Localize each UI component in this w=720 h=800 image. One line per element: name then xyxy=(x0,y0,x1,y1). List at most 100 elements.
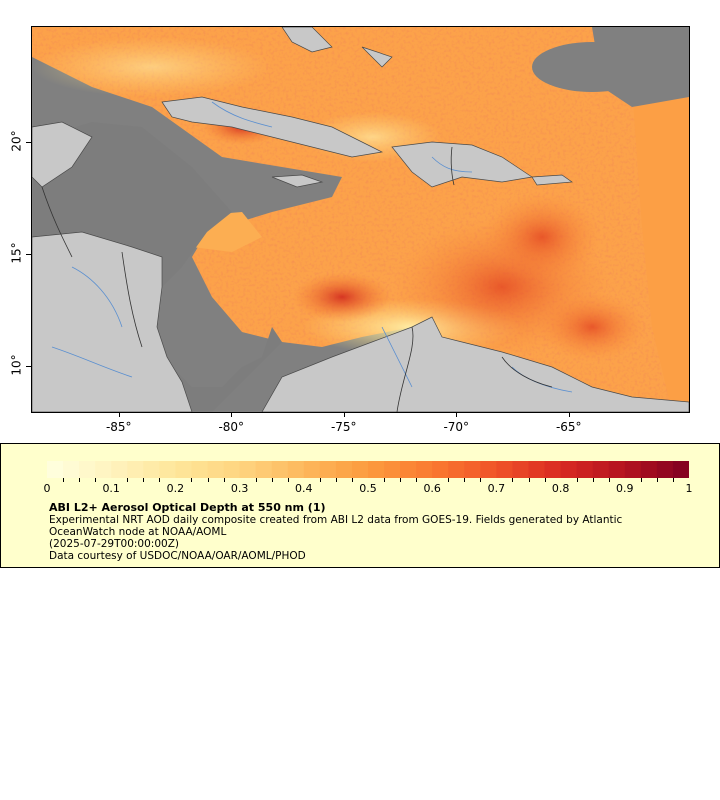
colorbar-label: 1 xyxy=(685,482,693,495)
colorbar-minor-tick xyxy=(95,478,97,482)
colorbar-minor-tick xyxy=(576,478,578,482)
colorbar-minor-tick xyxy=(464,478,466,482)
x-tick-label: -65° xyxy=(555,420,582,434)
x-tick-mark xyxy=(568,412,570,417)
colorbar-minor-tick xyxy=(544,478,546,482)
colorbar-segment xyxy=(127,461,144,478)
colorbar-label: 0.3 xyxy=(230,482,249,495)
colorbar-segment xyxy=(544,461,562,478)
y-tick-mark xyxy=(26,254,31,256)
colorbar-minor-tick xyxy=(79,478,81,482)
colorbar-segment xyxy=(480,461,497,478)
legend-credit: Data courtesy of USDOC/NOAA/OAR/AOML/PHO… xyxy=(49,550,306,562)
colorbar-label: 0.5 xyxy=(359,482,377,495)
colorbar-segment xyxy=(239,461,257,478)
land xyxy=(32,27,689,412)
y-tick-label: 20° xyxy=(9,130,24,153)
borders xyxy=(41,146,553,412)
colorbar-minor-tick xyxy=(480,478,482,482)
legend-title: ABI L2+ Aerosol Optical Depth at 550 nm … xyxy=(49,501,326,514)
colorbar-segment xyxy=(159,461,176,478)
colorbar-minor-tick xyxy=(512,478,514,482)
colorbar-segment xyxy=(335,461,353,478)
colorbar-segment xyxy=(416,461,433,478)
colorbar-label: 0.2 xyxy=(166,482,185,495)
colorbar-minor-tick xyxy=(191,478,193,482)
colorbar-minor-tick xyxy=(255,478,257,482)
colorbar-segment xyxy=(608,461,626,478)
colorbar-segment xyxy=(528,461,546,478)
colorbar-minor-tick xyxy=(335,478,337,482)
colorbar-segment xyxy=(351,461,369,478)
colorbar-label: 0.6 xyxy=(423,482,441,495)
colorbar-minor-tick xyxy=(448,478,450,482)
colorbar-minor-tick xyxy=(528,478,530,482)
colorbar-label: 0.8 xyxy=(551,482,570,495)
colorbar-segment xyxy=(223,461,241,478)
colorbar-label: 0.9 xyxy=(616,482,634,495)
legend-description: Experimental NRT AOD daily composite cre… xyxy=(49,514,623,538)
colorbar-minor-tick xyxy=(672,478,674,482)
colorbar-minor-tick xyxy=(351,478,353,482)
colorbar-label: 0.7 xyxy=(487,482,506,495)
colorbar-segment xyxy=(448,461,465,478)
colorbar-minor-tick xyxy=(223,478,225,482)
colorbar-segment xyxy=(47,461,64,478)
colorbar-segment xyxy=(656,461,674,478)
colorbar-segment xyxy=(384,461,401,478)
colorbar-segment xyxy=(400,461,417,478)
colorbar-segment xyxy=(111,461,128,478)
x-tick-label: -80° xyxy=(218,420,245,434)
colorbar-segment xyxy=(368,461,385,478)
colorbar-segment xyxy=(207,461,225,478)
colorbar-segment xyxy=(287,461,305,478)
x-tick-mark xyxy=(343,412,345,417)
x-tick-label: -70° xyxy=(443,420,470,434)
colorbar-segment xyxy=(303,461,321,478)
colorbar-minor-tick xyxy=(656,478,658,482)
colorbar-label: 0.4 xyxy=(295,482,313,495)
map-canvas xyxy=(32,27,689,412)
y-tick-mark xyxy=(26,142,31,144)
colorbar-minor-tick xyxy=(400,478,402,482)
aod-map[interactable] xyxy=(31,26,690,413)
colorbar-minor-tick xyxy=(608,478,610,482)
x-tick-label: -85° xyxy=(105,420,132,434)
colorbar-minor-tick xyxy=(143,478,145,482)
colorbar-label: 0 xyxy=(43,482,51,495)
legend-time: (2025-07-29T00:00:00Z) xyxy=(49,538,179,550)
colorbar-minor-tick xyxy=(416,478,418,482)
colorbar-minor-tick xyxy=(159,478,161,482)
colorbar-minor-tick xyxy=(384,478,386,482)
colorbar-segment xyxy=(143,461,160,478)
y-tick-label: 15° xyxy=(9,242,24,264)
colorbar-minor-tick xyxy=(592,478,594,482)
colorbar-segment xyxy=(79,461,96,478)
colorbar-segment xyxy=(271,461,289,478)
colorbar-segment xyxy=(496,461,514,478)
y-tick-label: 10° xyxy=(9,354,24,376)
colorbar-minor-tick xyxy=(287,478,289,482)
colorbar-segment xyxy=(95,461,112,478)
y-tick-mark xyxy=(26,366,31,368)
colorbar-segment xyxy=(624,461,642,478)
colorbar-segment xyxy=(191,461,209,478)
colorbar-segment xyxy=(319,461,337,478)
colorbar-segment xyxy=(432,461,449,478)
colorbar-minor-tick xyxy=(207,478,209,482)
colorbar-minor-tick xyxy=(640,478,642,482)
colorbar-segment xyxy=(175,461,193,478)
x-tick-label: -75° xyxy=(330,420,357,434)
colorbar-label: 0.1 xyxy=(102,482,120,495)
colorbar-segment xyxy=(576,461,594,478)
legend-panel: 0 0.1 0.2 0.3 0.4 0.5 0.6 0.7 0.8 0.9 1 ABI L2+ Ae… xyxy=(0,443,720,568)
colorbar-segment xyxy=(63,461,80,478)
colorbar-segment xyxy=(672,461,689,478)
colorbar-minor-tick xyxy=(63,478,65,482)
colorbar-segment xyxy=(255,461,273,478)
colorbar-segment xyxy=(464,461,481,478)
colorbar-minor-tick xyxy=(319,478,321,482)
x-tick-mark xyxy=(118,412,120,417)
colorbar xyxy=(47,461,689,478)
colorbar-segment xyxy=(512,461,530,478)
